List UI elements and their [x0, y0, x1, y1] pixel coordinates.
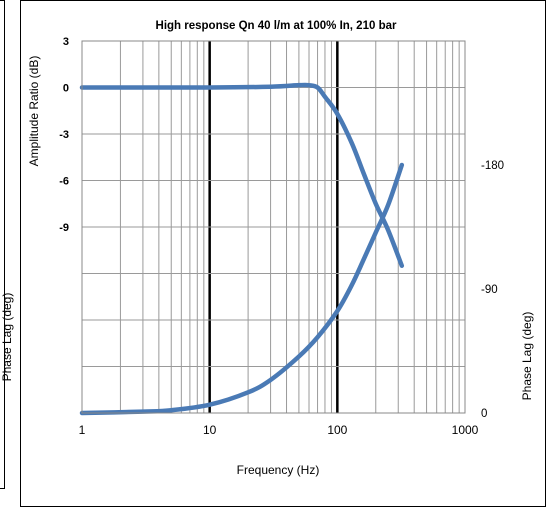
left-panel-frame: [0, 0, 5, 489]
x-axis-label: Frequency (Hz): [237, 463, 320, 477]
x-tick-label: 10: [203, 423, 217, 437]
left-panel-phase-lag-label: Phase Lag (deg): [0, 292, 14, 382]
y-axis-left-label: Amplitude Ratio (dB): [27, 56, 41, 167]
y-left-tick-label: -9: [59, 222, 69, 234]
chart-title: High response Qn 40 l/m at 100% In, 210 …: [156, 20, 397, 32]
y-right-tick-label: 0: [481, 408, 487, 420]
y-left-tick-label: -6: [59, 176, 69, 188]
y-right-tick-label: -180: [481, 160, 504, 172]
y-left-tick-label: -3: [59, 129, 69, 141]
plot-area-border: [81, 40, 466, 414]
x-tick-label: 1000: [452, 423, 479, 437]
chart-title-background: [126, 18, 426, 33]
chart-frame: High response Qn 40 l/m at 100% In, 210 …: [20, 0, 546, 507]
x-tick-label: 100: [327, 423, 347, 437]
frequency-response-chart: High response Qn 40 l/m at 100% In, 210 …: [27, 18, 534, 477]
y-left-tick-label: 0: [63, 83, 69, 95]
y-axis-right-label: Phase Lag (deg): [520, 312, 534, 401]
y-left-tick-label: 3: [63, 36, 69, 48]
phase-lag-line: [79, 162, 405, 416]
y-right-tick-label: -90: [481, 284, 498, 296]
x-tick-label: 1: [79, 423, 86, 437]
amplitude-ratio-line: [79, 82, 405, 268]
